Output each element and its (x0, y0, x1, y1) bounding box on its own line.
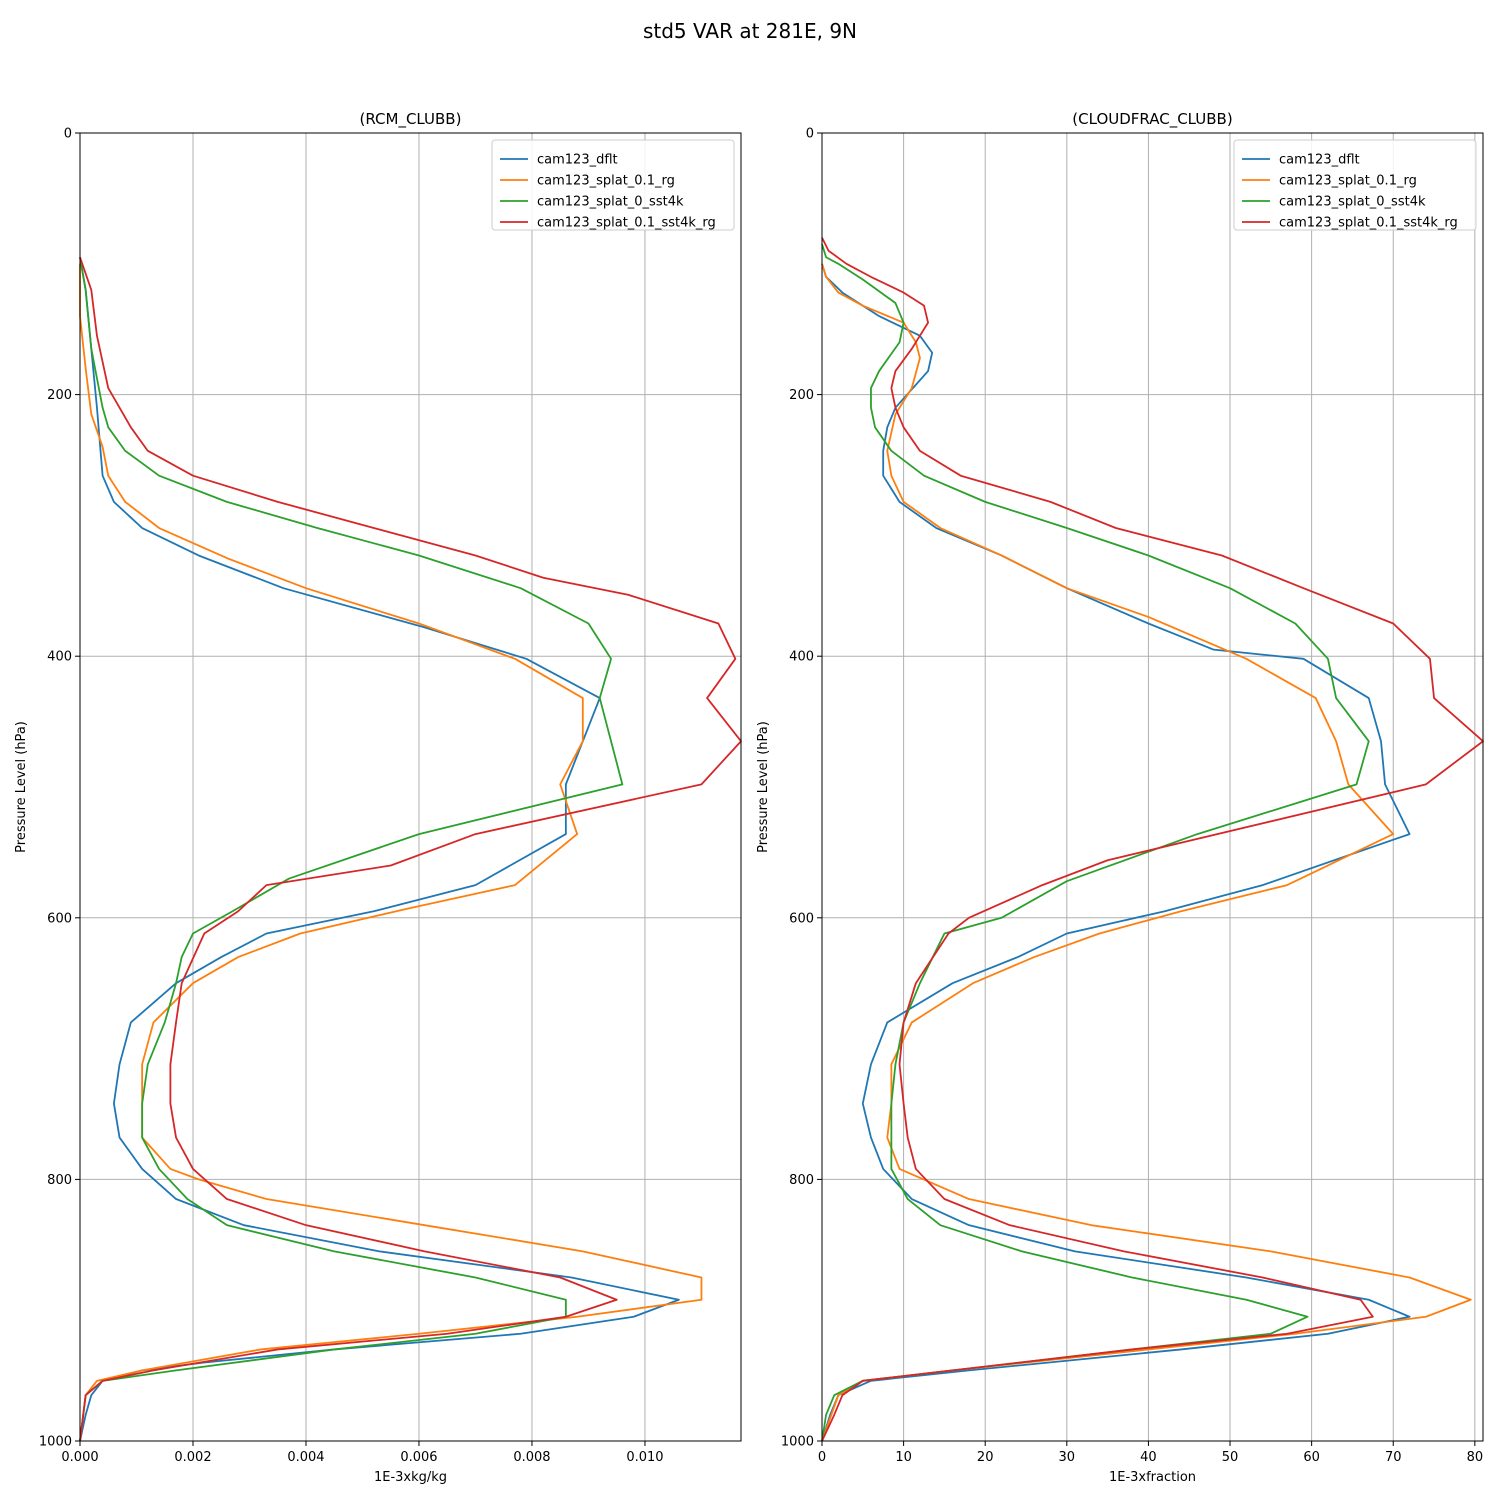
line-series-group (821, 237, 1484, 1442)
x-tick-label: 40 (1140, 1450, 1157, 1465)
legend-label-cam123-splat-0-1-rg: cam123_splat_0.1_rg (1279, 174, 1417, 189)
legend-box (1233, 139, 1477, 231)
x-tick-label: 80 (1467, 1450, 1484, 1465)
x-tick-label: 0 (818, 1450, 826, 1465)
series-line-cam123-splat-0-sst4k (79, 257, 624, 1442)
rcm-clubb-title: (RCM_CLUBB) (360, 110, 462, 129)
y-tick-label: 1000 (39, 1435, 72, 1450)
line-series-group (79, 256, 742, 1442)
legend-label-cam123-splat-0-1-rg: cam123_splat_0.1_rg (537, 174, 675, 189)
legend-label-cam123-splat-0-sst4k: cam123_splat_0_sst4k (1279, 195, 1426, 210)
x-tick-label: 0.006 (400, 1450, 437, 1465)
y-tick-label: 800 (789, 1173, 814, 1188)
series-line-cam123-splat-0-1-sst4k-rg (79, 256, 742, 1442)
y-tick-label: 200 (47, 388, 72, 403)
x-tick-label: 0.010 (626, 1450, 663, 1465)
y-tick-label: 0 (806, 127, 814, 142)
grid (79, 132, 741, 1442)
legend-box (491, 139, 735, 231)
x-tick-label: 0.000 (61, 1450, 98, 1465)
rcm-clubb-y-axis-label: Pressure Level (hPa) (14, 721, 29, 853)
series-line-cam123-splat-0-sst4k (821, 243, 1370, 1442)
rcm-clubb-x-axis-label: 1E-3xkg/kg (374, 1470, 447, 1485)
y-tick-label: 800 (47, 1173, 72, 1188)
x-tick-label: 0.008 (513, 1450, 550, 1465)
legend-label-cam123-splat-0-1-sst4k-rg: cam123_splat_0.1_sst4k_rg (1279, 216, 1458, 231)
legend-label-cam123-splat-0-1-sst4k-rg: cam123_splat_0.1_sst4k_rg (537, 216, 716, 231)
cloudfrac-clubb-legend: cam123_dflt cam123_splat_0.1_rg cam123_spl… (1233, 139, 1477, 231)
y-tick-label: 400 (789, 650, 814, 665)
rcm-clubb-panel: 0.000 0.002 0.004 0.006 0.008 0.010 0 200 400 600… (14, 110, 742, 1485)
cloudfrac-clubb-x-axis-label: 1E-3xfraction (1109, 1470, 1196, 1485)
x-tick-label: 50 (1222, 1450, 1239, 1465)
axes-frame (821, 132, 1484, 1442)
series-line-cam123-splat-0-1-sst4k-rg (821, 237, 1484, 1442)
y-tick-label: 1000 (781, 1435, 814, 1450)
legend-label-cam123-splat-0-sst4k: cam123_splat_0_sst4k (537, 195, 684, 210)
series-line-cam123-dflt (821, 263, 1411, 1442)
x-tick-label: 0.002 (174, 1450, 211, 1465)
x-tick-label: 10 (895, 1450, 912, 1465)
y-tick-label: 0 (64, 127, 72, 142)
figure-suptitle: std5 VAR at 281E, 9N (643, 19, 857, 43)
y-tick-label: 200 (789, 388, 814, 403)
x-tick-label: 70 (1385, 1450, 1402, 1465)
x-tick-label: 0.004 (287, 1450, 324, 1465)
x-tick-label: 20 (977, 1450, 994, 1465)
cloudfrac-clubb-y-axis-label: Pressure Level (hPa) (756, 721, 771, 853)
rcm-clubb-legend: cam123_dflt cam123_splat_0.1_rg cam123_spl… (491, 139, 735, 231)
y-tick-label: 400 (47, 650, 72, 665)
y-tick-label: 600 (789, 911, 814, 926)
ticks: 0.000 0.002 0.004 0.006 0.008 0.010 0 200 400 600… (39, 127, 664, 1466)
legend-label-cam123-dflt: cam123_dflt (1279, 153, 1360, 168)
series-line-cam123-splat-0-1-rg (79, 263, 703, 1442)
x-tick-label: 60 (1303, 1450, 1320, 1465)
x-tick-label: 30 (1059, 1450, 1076, 1465)
cloudfrac-clubb-title: (CLOUDFRAC_CLUBB) (1072, 110, 1232, 129)
legend-label-cam123-dflt: cam123_dflt (537, 153, 618, 168)
series-line-cam123-splat-0-1-rg (821, 263, 1472, 1442)
axes-frame (79, 132, 742, 1442)
y-tick-label: 600 (47, 911, 72, 926)
